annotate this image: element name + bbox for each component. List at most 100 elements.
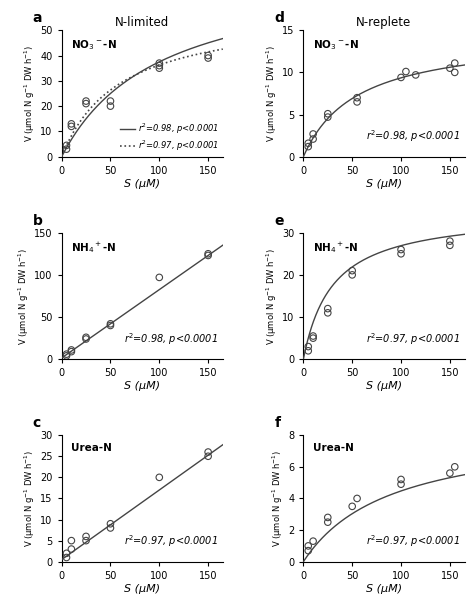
Point [68,121,75,131]
Point [82,332,90,342]
Point [204,249,212,259]
Point [107,101,114,111]
Point [446,240,454,250]
Point [304,138,312,148]
Text: NO$_3$$^-$-N: NO$_3$$^-$-N [313,38,359,51]
Point [446,63,454,73]
Point [68,347,75,356]
Text: Urea-N: Urea-N [71,443,112,453]
Y-axis label: V (μmol N g$^{-1}$ DW h$^{-1}$): V (μmol N g$^{-1}$ DW h$^{-1}$) [265,45,279,142]
Point [397,475,405,484]
Point [155,58,163,68]
Point [155,63,163,73]
Text: e: e [274,214,284,228]
Point [82,96,90,106]
Point [63,141,70,150]
Point [63,144,70,154]
Point [451,462,458,472]
Y-axis label: V (μmol N g$^{-1}$ DW h$^{-1}$): V (μmol N g$^{-1}$ DW h$^{-1}$) [265,247,279,345]
Y-axis label: V (μmol N g$^{-1}$ DW h$^{-1}$): V (μmol N g$^{-1}$ DW h$^{-1}$) [23,450,37,547]
Text: $r$$^2$=0.98, $p$<0.0001: $r$$^2$=0.98, $p$<0.0001 [366,128,460,144]
Point [324,518,332,527]
Point [107,519,114,528]
Text: a: a [33,11,42,25]
Point [446,468,454,478]
Legend: $r$$^2$=0.98, $p$<0.0001, $r$$^2$=0.97, $p$<0.0001: $r$$^2$=0.98, $p$<0.0001, $r$$^2$=0.97, … [120,121,219,153]
Point [446,236,454,246]
Text: NH$_4$$^+$-N: NH$_4$$^+$-N [313,240,358,255]
Point [204,451,212,461]
Point [204,251,212,260]
Point [155,272,163,282]
Title: N-replete: N-replete [356,16,411,29]
Point [353,493,361,503]
Point [397,72,405,82]
Point [451,68,458,77]
X-axis label: S (μM): S (μM) [124,381,160,391]
Point [348,501,356,511]
Point [348,270,356,280]
Point [412,70,419,80]
Point [82,536,90,545]
Point [402,66,410,76]
Point [304,342,312,352]
Text: d: d [274,11,284,25]
Y-axis label: V (μmol N g$^{-1}$ DW h$^{-1}$): V (μmol N g$^{-1}$ DW h$^{-1}$) [271,450,285,547]
Point [204,51,212,60]
Text: b: b [33,214,43,228]
Text: NH$_4$$^+$-N: NH$_4$$^+$-N [71,240,117,255]
Point [304,541,312,551]
Point [68,536,75,545]
Point [107,96,114,106]
Point [304,546,312,556]
Point [353,97,361,107]
Point [68,345,75,355]
X-axis label: S (μM): S (μM) [366,381,402,391]
Point [310,331,317,341]
Point [68,544,75,554]
Point [63,553,70,562]
Point [82,334,90,344]
Point [304,346,312,356]
Point [155,61,163,71]
Point [63,351,70,361]
Point [348,266,356,275]
X-axis label: S (μM): S (μM) [124,179,160,188]
Text: NO$_3$$^-$-N: NO$_3$$^-$-N [71,38,117,51]
Point [107,321,114,330]
X-axis label: S (μM): S (μM) [124,583,160,594]
X-axis label: S (μM): S (μM) [366,583,402,594]
Point [204,447,212,457]
Point [310,536,317,546]
Point [324,109,332,118]
Text: $r$$^2$=0.98, $p$<0.0001: $r$$^2$=0.98, $p$<0.0001 [124,331,218,347]
Point [397,245,405,254]
Point [155,472,163,482]
Point [68,119,75,129]
Point [82,532,90,541]
Y-axis label: V (μmol N g$^{-1}$ DW h$^{-1}$): V (μmol N g$^{-1}$ DW h$^{-1}$) [17,247,31,345]
Y-axis label: V (μmol N g$^{-1}$ DW h$^{-1}$): V (μmol N g$^{-1}$ DW h$^{-1}$) [23,45,37,142]
Text: $r$$^2$=0.97, $p$<0.0001: $r$$^2$=0.97, $p$<0.0001 [366,533,460,549]
Title: N-limited: N-limited [115,16,169,29]
Point [310,333,317,343]
Point [204,53,212,63]
Text: Urea-N: Urea-N [313,443,354,453]
Point [324,308,332,318]
Text: $r$$^2$=0.97, $p$<0.0001: $r$$^2$=0.97, $p$<0.0001 [366,331,460,347]
Text: $r$$^2$=0.97, $p$<0.0001: $r$$^2$=0.97, $p$<0.0001 [124,533,218,549]
Point [353,93,361,103]
Point [63,349,70,359]
Point [397,480,405,489]
Point [304,142,312,152]
Point [397,249,405,259]
Point [310,134,317,144]
Point [451,58,458,68]
Point [310,129,317,139]
Point [63,548,70,558]
Text: c: c [33,416,41,430]
X-axis label: S (μM): S (μM) [366,179,402,188]
Point [107,319,114,329]
Point [82,99,90,109]
Point [324,513,332,522]
